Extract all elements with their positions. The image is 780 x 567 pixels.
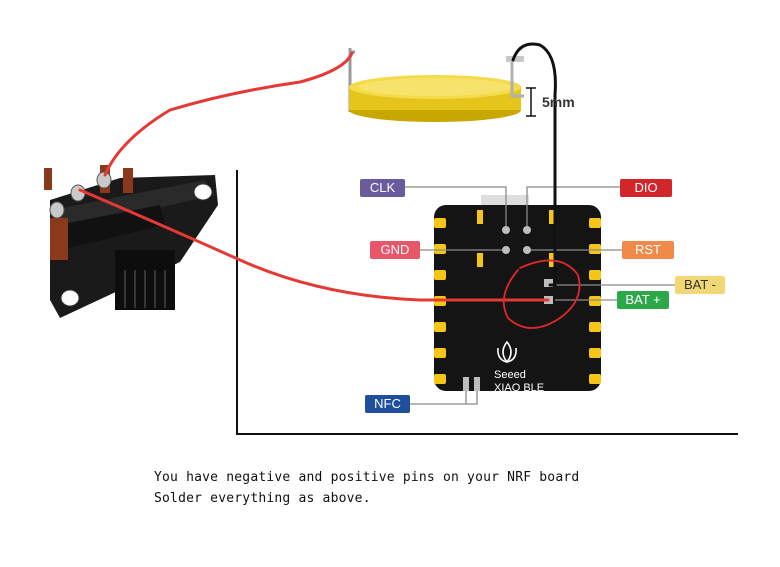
- label-nfc: NFC: [365, 395, 410, 413]
- label-clk: CLK: [360, 179, 405, 197]
- note-line-1: You have negative and positive pins on y…: [154, 470, 580, 485]
- label-dio: DIO: [620, 179, 672, 197]
- frame-lines: [236, 170, 738, 435]
- board-model: XIAO BLE: [494, 382, 545, 394]
- red-wire-top: [103, 51, 354, 177]
- board-brand: Seeed: [494, 369, 526, 381]
- label-bat-plus: BAT +: [617, 291, 669, 309]
- dimension-marker: [526, 87, 536, 117]
- seeed-logo-icon: [497, 340, 517, 364]
- coin-cell-battery: [348, 48, 524, 122]
- wires: [78, 42, 581, 329]
- slide-switch: [44, 165, 218, 318]
- note-line-2: Solder everything as above.: [154, 491, 371, 506]
- red-wire-bottom: [78, 188, 550, 302]
- label-gnd: GND: [370, 241, 420, 259]
- dimension-label: 5mm: [542, 94, 575, 110]
- label-bat-minus: BAT -: [675, 276, 725, 294]
- label-rst: RST: [622, 241, 674, 259]
- red-circle-annotation: [502, 259, 581, 329]
- leader-lines: [405, 186, 675, 405]
- black-wire: [511, 42, 557, 287]
- xiao-ble-board: [434, 195, 601, 391]
